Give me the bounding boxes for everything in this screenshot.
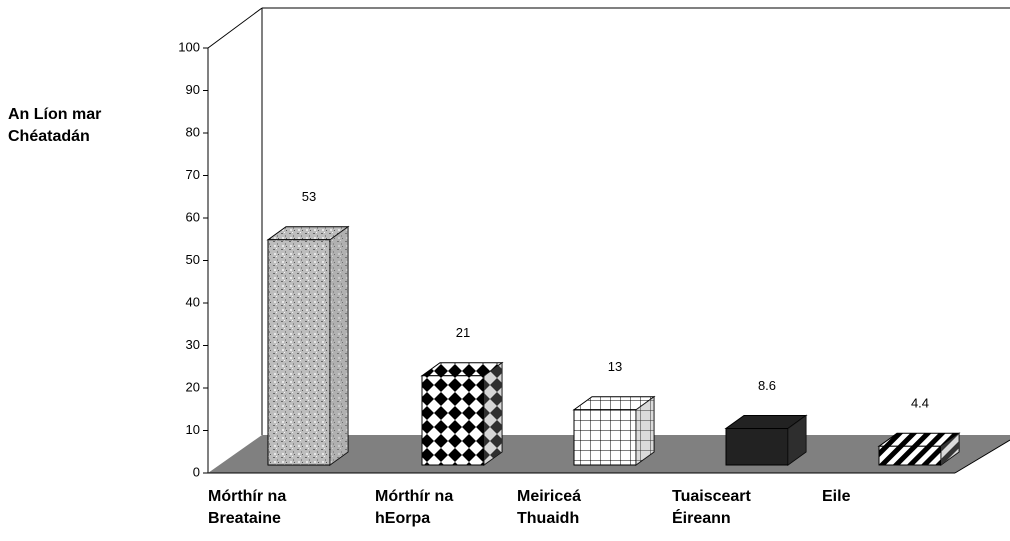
x-tick-label: Meiriceá Thuaidh (517, 488, 582, 527)
bar-front (878, 445, 942, 466)
bar (877, 432, 961, 466)
value-label: 8.6 (758, 378, 776, 393)
bar-front (573, 409, 637, 466)
bar (724, 414, 808, 466)
value-label: 21 (456, 325, 470, 340)
x-tick-label: Eile (822, 488, 851, 505)
bar-shade (330, 226, 348, 465)
value-label: 53 (302, 189, 316, 204)
value-label: 4.4 (911, 396, 929, 411)
x-tick-label: Mórthír na Breataine (208, 488, 287, 527)
bar-shade (636, 396, 654, 465)
y-tick-label: 80 (186, 124, 200, 139)
y-tick-label: 20 (186, 379, 200, 394)
bar-front (267, 239, 331, 466)
bar-front (421, 375, 485, 466)
y-tick-label: 60 (186, 209, 200, 224)
bar-shade (484, 362, 502, 465)
y-tick-label: 70 (186, 167, 200, 182)
value-label: 13 (608, 359, 622, 374)
floor-edge (954, 439, 1010, 474)
bar-shade (788, 415, 806, 465)
x-tick-label: Mórthír na hEorpa (375, 488, 454, 527)
side-wall-top (207, 7, 263, 49)
y-tick-label: 100 (178, 39, 200, 54)
y-tick-label: 40 (186, 294, 200, 309)
y-tick-label: 90 (186, 82, 200, 97)
y-tick-label: 50 (186, 252, 200, 267)
bar-shade (941, 433, 959, 465)
y-tick-label: 10 (186, 422, 200, 437)
bar-front (725, 427, 789, 466)
bar (572, 395, 656, 466)
y-axis-label: An Líon mar Chéatadán (8, 106, 102, 145)
bar (266, 225, 350, 466)
y-tick-label: 30 (186, 337, 200, 352)
bar (420, 361, 504, 466)
y-tick-label: 0 (193, 464, 200, 479)
x-tick-label: Tuaisceart Éireann (672, 488, 751, 527)
